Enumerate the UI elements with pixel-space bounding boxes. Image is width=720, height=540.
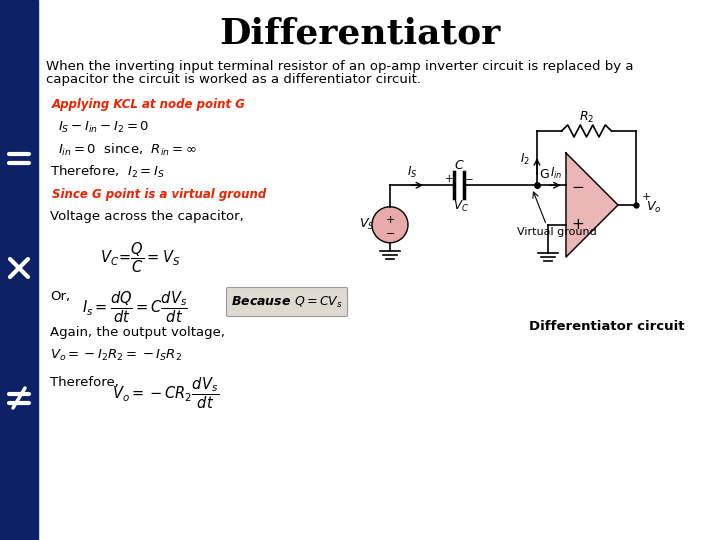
Text: Differentiator: Differentiator — [220, 16, 500, 50]
Text: $V_C$: $V_C$ — [453, 199, 469, 214]
Text: Voltage across the capacitor,: Voltage across the capacitor, — [50, 210, 244, 223]
Text: Since G point is a virtual ground: Since G point is a virtual ground — [52, 188, 266, 201]
Circle shape — [372, 207, 408, 243]
FancyBboxPatch shape — [227, 287, 348, 316]
Text: $I_{in}$: $I_{in}$ — [550, 166, 563, 181]
Text: $I_s = \dfrac{dQ}{dt} = C\dfrac{dV_s}{dt}$: $I_s = \dfrac{dQ}{dt} = C\dfrac{dV_s}{dt… — [82, 290, 188, 325]
Text: $+$: $+$ — [444, 173, 454, 184]
Text: Therefore,: Therefore, — [50, 376, 119, 389]
Polygon shape — [566, 153, 618, 257]
Bar — [0, 0, 38, 540]
Text: $-$: $-$ — [464, 173, 473, 183]
Text: $V_o = -CR_2\dfrac{dV_s}{dt}$: $V_o = -CR_2\dfrac{dV_s}{dt}$ — [112, 376, 219, 411]
Text: $I_S - I_{in} - I_2 = 0$: $I_S - I_{in} - I_2 = 0$ — [58, 120, 149, 135]
Text: Differentiator circuit: Differentiator circuit — [528, 320, 684, 333]
Text: Virtual ground: Virtual ground — [517, 227, 596, 237]
Text: $I_{in} = 0$  since,  $R_{in} = \infty$: $I_{in} = 0$ since, $R_{in} = \infty$ — [58, 142, 197, 158]
Text: Applying KCL at node point G: Applying KCL at node point G — [52, 98, 246, 111]
Text: $V_S$: $V_S$ — [359, 217, 375, 232]
Text: $V_o = -I_2R_2 = -I_SR_2$: $V_o = -I_2R_2 = -I_SR_2$ — [50, 348, 182, 363]
Text: When the inverting input terminal resistor of an op-amp inverter circuit is repl: When the inverting input terminal resist… — [46, 60, 634, 73]
Text: C: C — [454, 159, 463, 172]
Text: $I_2$: $I_2$ — [520, 152, 530, 167]
Text: Again, the output voltage,: Again, the output voltage, — [50, 326, 225, 339]
Text: $I_S$: $I_S$ — [407, 165, 417, 180]
Text: $R_2$: $R_2$ — [579, 110, 594, 125]
Text: Therefore,  $I_2 = I_S$: Therefore, $I_2 = I_S$ — [50, 164, 165, 180]
Text: $+$: $+$ — [572, 217, 585, 232]
Text: $+$: $+$ — [385, 214, 395, 225]
Text: Or,: Or, — [50, 290, 70, 303]
Text: $+$: $+$ — [641, 192, 651, 202]
Text: Because $Q = CV_s$: Because $Q = CV_s$ — [231, 294, 343, 309]
Text: capacitor the circuit is worked as a differentiator circuit.: capacitor the circuit is worked as a dif… — [46, 73, 421, 86]
Text: $V_C\!=\!\dfrac{Q}{C} = V_S$: $V_C\!=\!\dfrac{Q}{C} = V_S$ — [100, 240, 180, 274]
Text: $-$: $-$ — [572, 178, 585, 193]
Text: $V_o$: $V_o$ — [646, 199, 662, 214]
Text: G: G — [539, 168, 549, 181]
Text: $-$: $-$ — [385, 227, 395, 237]
